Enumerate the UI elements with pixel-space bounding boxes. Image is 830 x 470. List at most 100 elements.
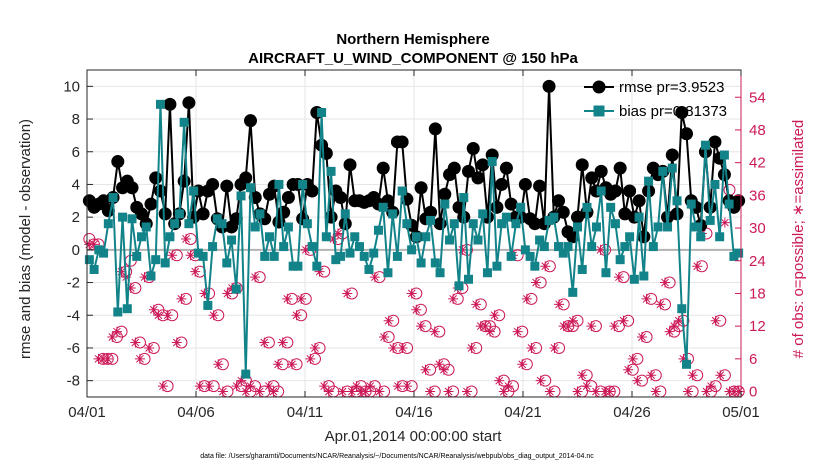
bias-point <box>549 212 559 222</box>
y-right-tick-label: 24 <box>749 253 766 270</box>
obs-assimilated-marker <box>429 326 440 337</box>
bias-point <box>250 222 260 232</box>
rmse-point <box>277 205 291 219</box>
bias-point <box>293 261 303 271</box>
obs-assimilated-marker <box>540 261 551 272</box>
bias-point <box>189 186 199 196</box>
obs-assimilated-marker <box>208 310 219 321</box>
bias-point <box>302 219 312 229</box>
bias-point <box>421 232 431 242</box>
obs-assimilated-marker <box>434 359 445 370</box>
obs-assimilated-marker <box>351 381 362 392</box>
bias-point <box>663 222 673 232</box>
obs-assimilated-marker <box>337 386 348 397</box>
x-tick-label: 04/06 <box>177 404 215 421</box>
rmse-point <box>708 135 722 149</box>
x-tick-label: 04/16 <box>395 404 433 421</box>
obs-assimilated-marker <box>111 326 122 337</box>
bias-point <box>511 219 521 229</box>
rmse-point <box>338 217 352 231</box>
bias-point <box>132 251 142 261</box>
bias-point <box>241 369 251 379</box>
obs-assimilated-marker <box>328 233 339 244</box>
obs-assimilated-marker <box>554 299 565 310</box>
obs-assimilated-marker <box>494 375 505 386</box>
bias-point <box>84 255 94 265</box>
obs-assimilated-marker <box>521 293 532 304</box>
rmse-point <box>556 205 570 219</box>
bias-point <box>464 274 473 284</box>
obs-assimilated-marker <box>618 315 629 326</box>
y-right-tick-label: 18 <box>749 285 766 302</box>
x-tick-label: 04/01 <box>68 404 106 421</box>
obs-assimilated-marker <box>650 386 661 397</box>
rmse-point <box>244 114 257 128</box>
bias-point <box>554 242 564 252</box>
obs-assimilated-marker <box>130 337 141 348</box>
bias-point <box>440 199 450 209</box>
bias-point <box>321 232 331 242</box>
obs-assimilated-marker <box>162 310 173 321</box>
obs-assimilated-marker <box>443 386 454 397</box>
bias-point <box>682 359 691 369</box>
bias-point <box>568 287 578 297</box>
obs-assimilated-marker <box>185 250 196 261</box>
bias-point <box>606 202 616 212</box>
bias-point <box>359 251 369 261</box>
obs-assimilated-marker <box>646 370 657 381</box>
bias-point <box>407 245 417 255</box>
bias-point <box>544 215 554 225</box>
bias-point <box>326 166 336 176</box>
bias-point <box>639 271 649 281</box>
bias-point <box>397 186 407 196</box>
obs-assimilated-marker <box>590 386 601 397</box>
rmse-point <box>376 161 390 175</box>
bias-point <box>487 157 497 167</box>
bias-point <box>288 261 298 271</box>
obs-assimilated-marker <box>415 321 426 332</box>
obs-assimilated-marker <box>360 386 371 397</box>
rmse-point <box>163 97 177 111</box>
bias-point <box>260 251 270 261</box>
x-tick-label: 04/11 <box>287 404 323 421</box>
obs-assimilated-marker <box>461 386 472 397</box>
x-axis-label: Apr.01,2014 00:00:00 start <box>325 428 503 445</box>
bias-point <box>577 264 587 274</box>
y-axis-label-right: # of obs: o=possible; ∗=assimilated <box>790 120 807 359</box>
bias-point <box>620 242 630 252</box>
bias-point <box>231 284 241 294</box>
obs-assimilated-marker <box>176 293 187 304</box>
obs-assimilated-marker <box>314 266 325 277</box>
bias-point <box>336 251 346 261</box>
bias-point <box>596 186 606 196</box>
bias-point <box>236 191 246 201</box>
bias-point <box>629 274 639 284</box>
bias-point <box>715 232 725 242</box>
bias-point <box>392 251 402 261</box>
obs-assimilated-marker <box>512 326 523 337</box>
obs-assimilated-marker <box>535 375 546 386</box>
obs-assimilated-marker <box>526 342 537 353</box>
bias-point <box>710 179 720 189</box>
obs-assimilated-marker <box>706 381 717 392</box>
y-tick-label: -6 <box>67 340 80 357</box>
obs-assimilated-marker <box>125 283 136 293</box>
y-tick-label: -8 <box>67 373 80 390</box>
bias-point <box>615 255 625 265</box>
bias-point <box>610 219 620 229</box>
obs-assimilated-marker <box>199 288 210 299</box>
obs-assimilated-marker <box>134 353 145 364</box>
y-tick-label: 0 <box>72 242 80 259</box>
rmse-point <box>414 181 428 195</box>
bias-point <box>535 235 545 245</box>
obs-assimilated-marker <box>489 310 500 321</box>
bias-point <box>525 251 535 261</box>
bias-point <box>454 281 464 291</box>
rmse-point <box>319 146 333 160</box>
legend-bias-marker <box>593 105 605 117</box>
rmse-point <box>575 158 589 172</box>
obs-assimilated-marker <box>374 386 385 397</box>
bias-point <box>383 268 393 278</box>
obs-assimilated-marker <box>627 353 638 364</box>
bias-point <box>174 209 184 219</box>
